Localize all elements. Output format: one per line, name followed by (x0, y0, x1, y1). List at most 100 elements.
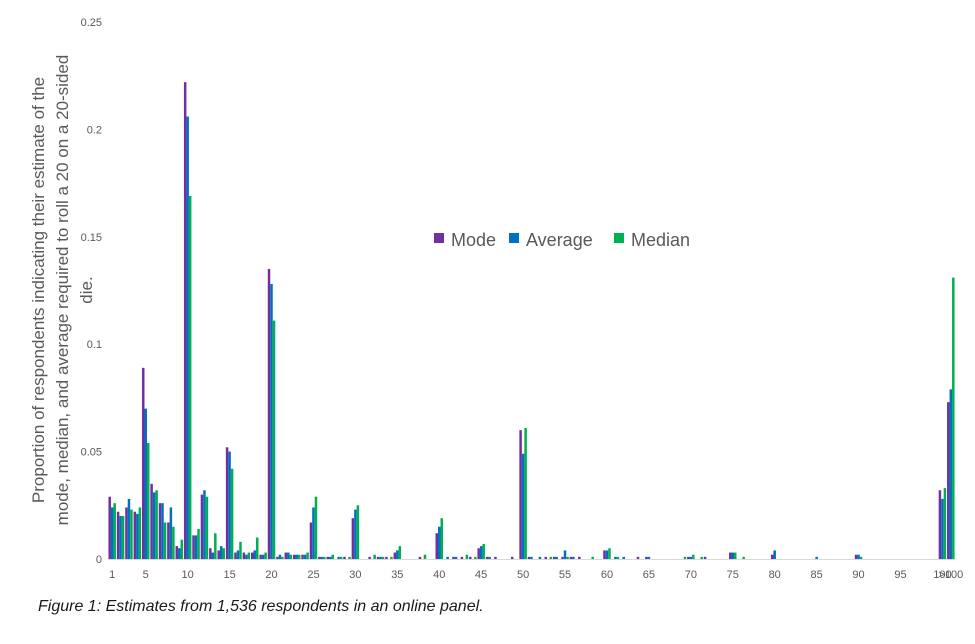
bar-median-55 (566, 556, 569, 559)
y-axis-label-line-1: Proportion of respondents indicating the… (29, 77, 48, 503)
bar-mode-30 (351, 518, 355, 559)
bar-average-85 (815, 556, 818, 559)
x-tick-label: 25 (307, 569, 319, 581)
bar-median-58 (591, 556, 594, 559)
y-axis-label-line-3: die. (77, 276, 96, 303)
x-tick-label: 70 (685, 569, 697, 581)
bar-median-40 (440, 518, 444, 559)
bar-median-71 (700, 556, 703, 559)
x-tick-label: 15 (223, 569, 235, 581)
bar-mode-57 (578, 556, 581, 559)
bar-median-14 (222, 548, 225, 559)
figure-caption: Figure 1: Estimates from 1,536 responden… (38, 598, 484, 615)
x-tick-label: 1 (109, 569, 115, 581)
bar-median-43 (465, 554, 469, 559)
bar-median-10 (188, 195, 192, 559)
bar-median-70 (692, 554, 695, 559)
legend-swatch-median (614, 233, 624, 243)
bar-median-44 (474, 556, 477, 559)
bar-average-3 (127, 498, 131, 559)
bar-mode-45 (477, 548, 480, 559)
bar-average-70 (689, 556, 693, 559)
bar-average-5 (144, 408, 147, 559)
y-axis-label-line-2: mode, median, and average required to ro… (53, 55, 72, 526)
x-tick-label: 95 (894, 569, 906, 581)
bar-mode-46 (485, 556, 489, 559)
bar-mode-9 (175, 546, 179, 559)
bar-mode-26 (318, 556, 321, 559)
bar-median-22 (289, 554, 293, 559)
x-tick-label: 85 (811, 569, 823, 581)
bar-mode-15 (225, 447, 229, 559)
bar-mode-38 (418, 556, 422, 559)
x-tick-label: 60 (601, 569, 613, 581)
bar-average-75 (731, 552, 735, 559)
bar-average-11 (194, 535, 198, 559)
bar-average-26 (320, 556, 324, 559)
bar-mode-72 (703, 556, 707, 559)
bar-mode-14 (217, 550, 220, 559)
bar-average-9 (178, 548, 181, 559)
bar-median-9 (180, 539, 184, 559)
y-tick-label: 0.1 (87, 339, 102, 351)
bar-median-23 (297, 554, 301, 559)
bar-mode-11 (192, 535, 195, 559)
bar-median-27 (331, 554, 334, 559)
bar-mode-6 (150, 483, 153, 559)
x-tick-label: 55 (559, 569, 571, 581)
legend-label-average: Average (526, 230, 593, 250)
bar-mode-17 (242, 552, 246, 559)
x-tick-label: 40 (433, 569, 445, 581)
chart-bars (108, 82, 955, 560)
bar-median-25 (314, 496, 318, 559)
bar-mode-35 (393, 552, 397, 559)
bar-median-20 (272, 320, 276, 559)
bar-mode-42 (452, 556, 455, 559)
bar-average-90 (857, 554, 860, 559)
bar-mode-54 (552, 556, 556, 559)
x-tick-label: 50 (517, 569, 529, 581)
bar-mode->100 (947, 402, 950, 559)
bar-median-38 (423, 554, 427, 559)
bar-average-19 (261, 554, 265, 559)
bar-mode-55 (561, 556, 564, 559)
bar-average-24 (303, 554, 307, 559)
bar-mode-53 (544, 556, 548, 559)
legend-swatch-average (509, 233, 519, 243)
bar-median-30 (356, 505, 360, 559)
bar-average-54 (555, 556, 558, 559)
bar-median-12 (205, 496, 209, 559)
bar-average-23 (295, 554, 298, 559)
legend-label-mode: Mode (451, 230, 496, 250)
bar-mode-8 (167, 522, 170, 559)
bar-average-14 (219, 546, 223, 559)
bar-mode-2 (116, 511, 120, 559)
bar-median-5 (146, 443, 150, 559)
bar-average-60 (605, 550, 609, 559)
bar-mode-21 (276, 556, 279, 559)
x-tick-label: 65 (643, 569, 655, 581)
bar-mode-64 (636, 556, 640, 559)
bar-average-2 (119, 516, 122, 559)
bar-mode-10 (183, 82, 187, 560)
bar-average-51 (530, 556, 533, 559)
bar-median-6 (155, 490, 158, 559)
bar-average-25 (312, 507, 315, 559)
bar-median-45 (482, 543, 485, 559)
bar-median-13 (214, 533, 217, 559)
x-tick-label: >100 (938, 569, 963, 581)
bar-median-3 (130, 509, 133, 559)
y-tick-label: 0 (96, 554, 102, 566)
bar-median-32 (373, 554, 376, 559)
bar-average-28 (337, 556, 340, 559)
bar-average-33 (379, 556, 382, 559)
bar-mode-24 (301, 554, 304, 559)
bar-mode-50 (519, 430, 522, 559)
bar-median-61 (616, 556, 620, 559)
bar-average-50 (521, 453, 525, 559)
bar-median-76 (742, 556, 745, 559)
bar-median-100 (943, 488, 947, 559)
bar-average-100 (941, 498, 944, 559)
bar-average-61 (614, 556, 617, 559)
bar-median-19 (264, 552, 267, 559)
